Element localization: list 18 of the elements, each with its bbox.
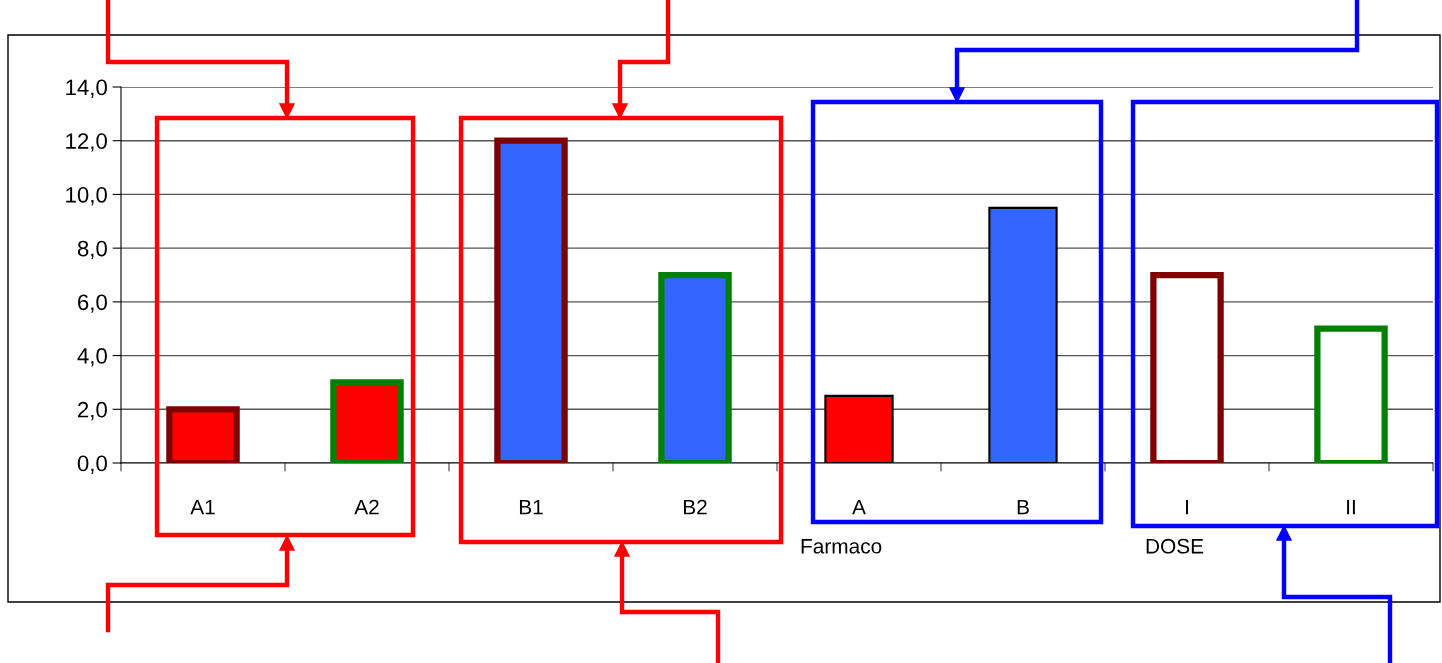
y-tick-label: 4,0 <box>77 348 107 367</box>
x-tick-label: B <box>1017 499 1029 515</box>
y-tick-label: 12,0 <box>66 133 107 152</box>
y-tick-label: 14,0 <box>66 79 107 98</box>
text: DOSE <box>1146 538 1204 554</box>
x-tick-label: I <box>1186 499 1188 515</box>
text: Farmaco <box>801 539 882 554</box>
y-tick-label: 2,0 <box>78 401 107 421</box>
x-tick-label: A2 <box>354 499 379 515</box>
y-tick-label: 10,0 <box>66 186 107 206</box>
x-tick-label: A <box>852 499 866 515</box>
y-tick-label: 8,0 <box>77 240 107 260</box>
y-tick-label: 0,0 <box>77 455 107 474</box>
x-tick-label: A1 <box>190 499 215 515</box>
x-tick-label: II <box>1347 499 1355 515</box>
y-tick-label: 6,0 <box>78 294 107 313</box>
x-tick-label: B2 <box>683 499 707 515</box>
x-tick-label: B1 <box>519 499 543 515</box>
